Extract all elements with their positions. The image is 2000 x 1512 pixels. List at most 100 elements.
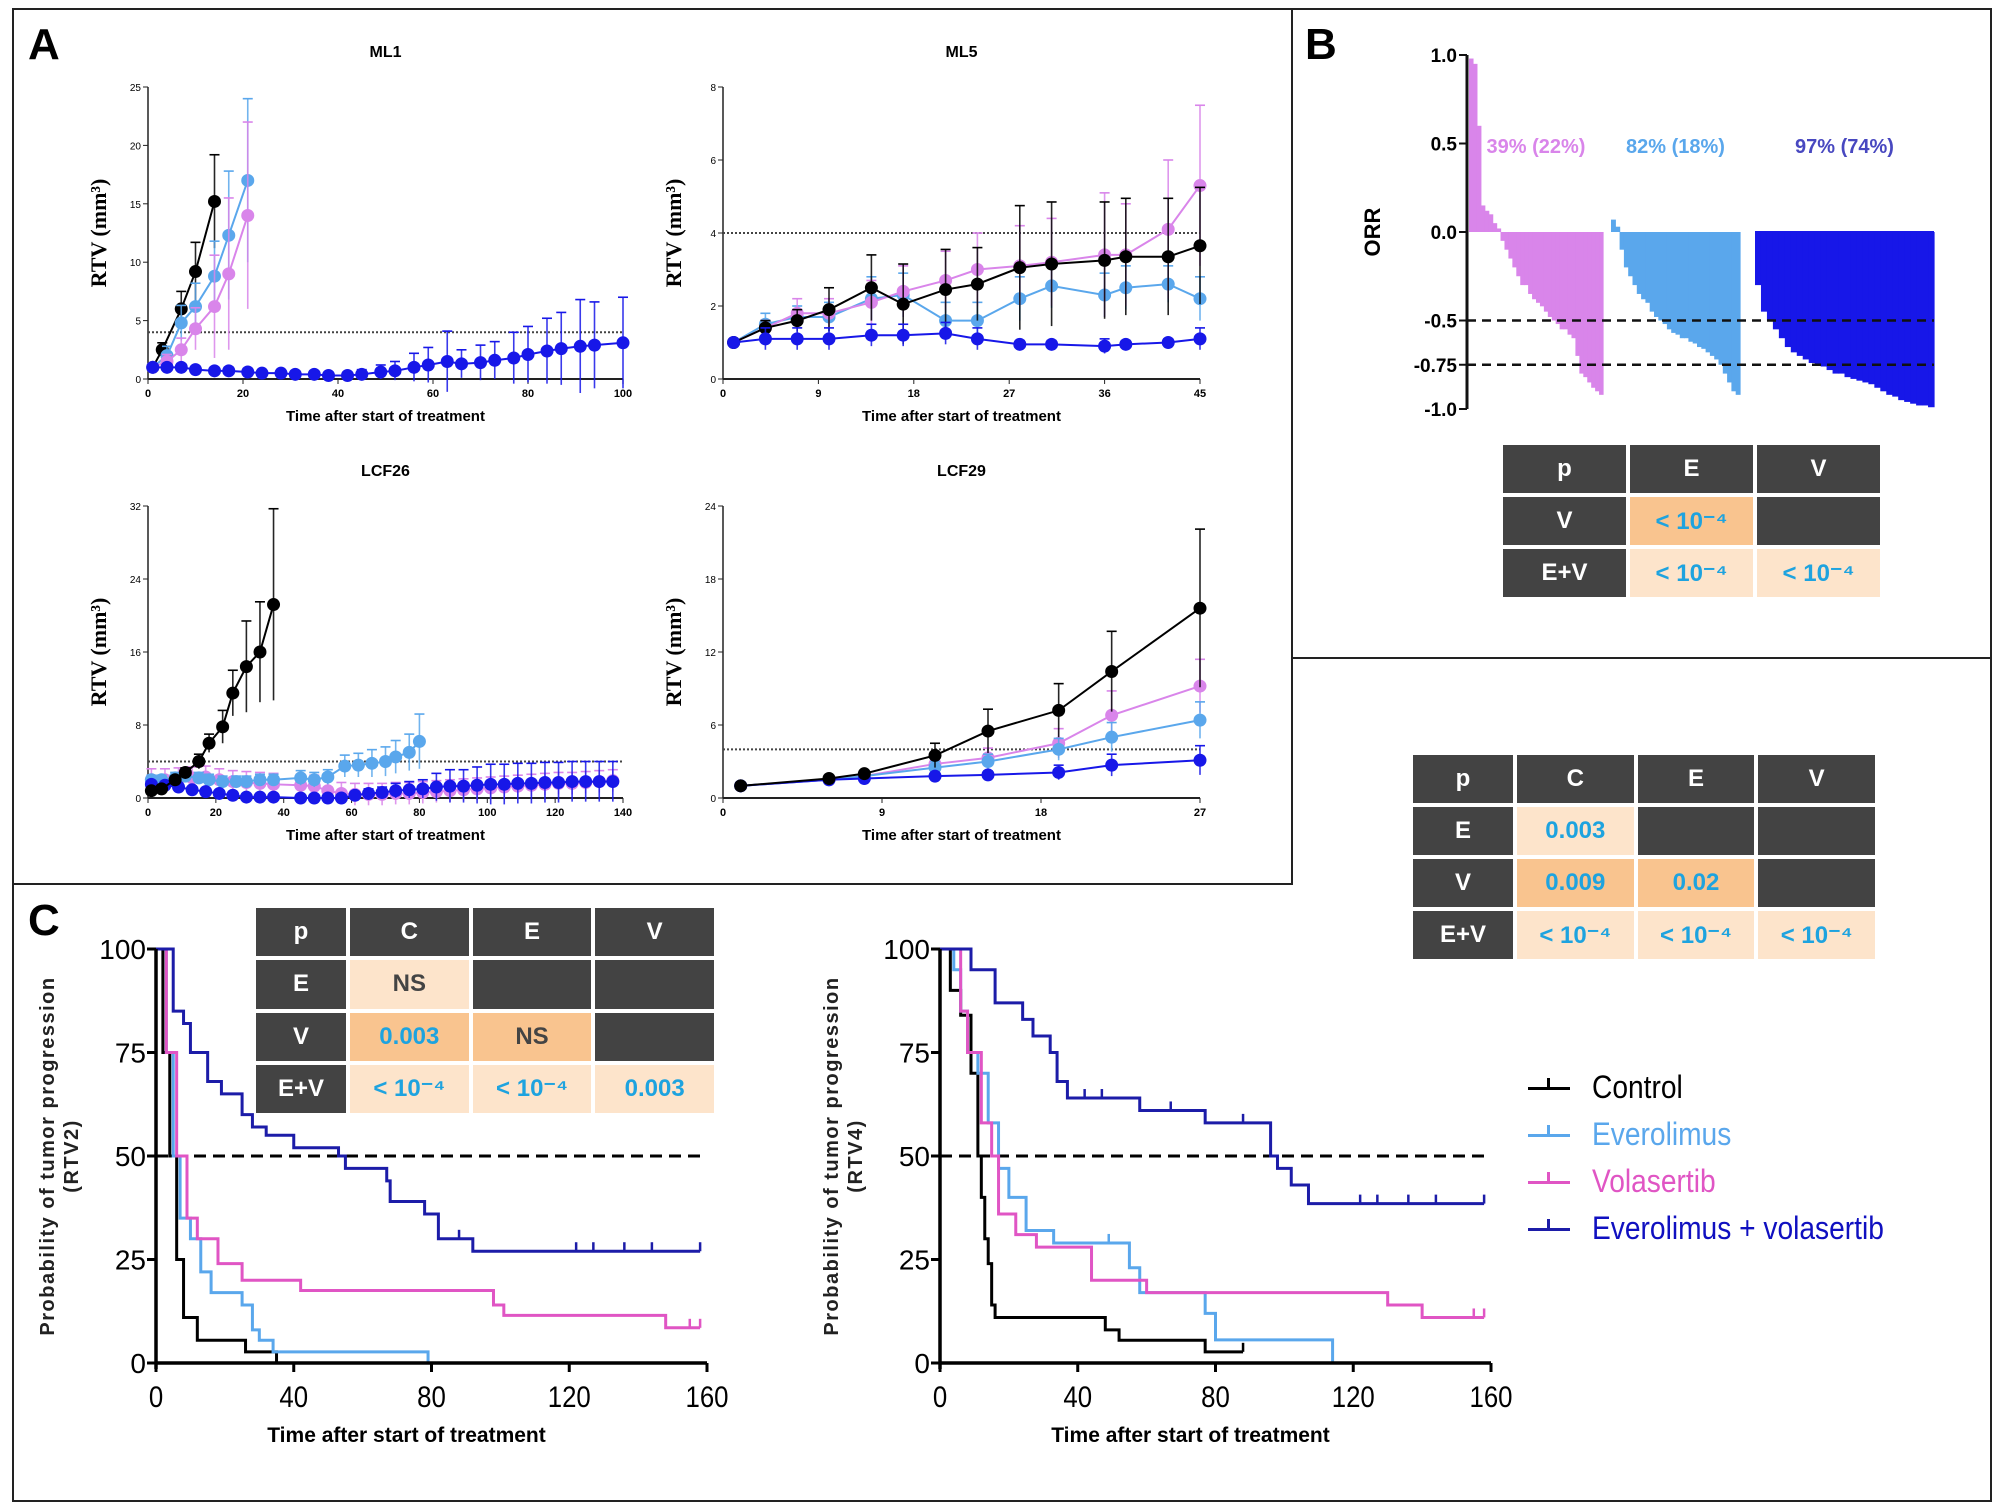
waterfall-bar	[1611, 219, 1616, 232]
y-tick-label: -0.75	[1414, 356, 1458, 377]
waterfall-bar	[1684, 232, 1689, 339]
y-axis-sublabel: (RTV2)	[61, 1119, 83, 1192]
data-point	[1119, 337, 1133, 351]
waterfall-bar	[1727, 232, 1732, 383]
y-tick-label: 15	[130, 200, 142, 211]
y-tick-label: 8	[135, 721, 141, 732]
y-axis-label: RTV (mm³)	[661, 598, 686, 707]
legend-swatch-combo	[1528, 1218, 1570, 1239]
y-tick-label: 0	[130, 1348, 146, 1379]
data-point	[790, 332, 804, 346]
data-point	[429, 780, 443, 794]
waterfall-bar	[1480, 205, 1486, 232]
panel-a-divider-bottom	[12, 883, 1293, 885]
series-line	[740, 685, 1201, 787]
empty-cell	[1757, 497, 1880, 545]
data-point	[573, 339, 587, 353]
y-tick-label: 0	[135, 375, 141, 386]
data-point	[1052, 703, 1066, 717]
data-point	[455, 357, 468, 371]
x-tick-label: 0	[149, 1380, 163, 1413]
data-point	[822, 772, 836, 786]
y-tick-label: 25	[899, 1245, 930, 1276]
data-point	[321, 791, 335, 805]
waterfall-bar	[1559, 232, 1565, 330]
data-point	[1105, 758, 1119, 772]
y-tick-label: 25	[130, 83, 142, 94]
waterfall-bar	[1579, 232, 1584, 374]
data-point	[1013, 337, 1027, 351]
p-value-cell: < 10⁻⁴	[350, 1064, 469, 1113]
x-tick-label: 0	[720, 388, 726, 400]
survival-curve	[940, 947, 1485, 1319]
y-tick-label: 100	[99, 934, 146, 965]
table-header-cell: V	[1757, 445, 1880, 493]
data-point	[212, 786, 226, 800]
x-tick-label: 160	[685, 1380, 728, 1413]
legend-item-control: Control	[1528, 1064, 1924, 1111]
waterfall-bar	[1722, 232, 1728, 374]
chart-title: LCF26	[361, 463, 410, 480]
panel-label-a: A	[28, 20, 60, 69]
data-point	[565, 775, 579, 789]
legend-label: Everolimus	[1592, 1116, 1732, 1152]
data-point	[389, 784, 403, 798]
data-point	[421, 358, 435, 372]
waterfall-bar	[1532, 232, 1537, 300]
x-tick-label: 120	[1332, 1380, 1375, 1413]
x-tick-label: 40	[1063, 1380, 1092, 1413]
waterfall-bar	[1591, 232, 1596, 388]
data-point	[288, 367, 302, 381]
data-point	[1193, 753, 1207, 767]
series-combo_a	[146, 296, 630, 394]
data-point	[592, 775, 606, 789]
y-tick-label: 50	[115, 1141, 146, 1172]
y-tick-label: 100	[883, 934, 930, 965]
y-tick-label: 25	[115, 1245, 146, 1276]
x-tick-label: 18	[1035, 807, 1047, 819]
y-tick-label: 0.0	[1431, 223, 1457, 244]
data-point	[1052, 765, 1066, 779]
p-value-cell: 0.02	[1637, 859, 1755, 907]
y-tick-label: 0	[914, 1348, 930, 1379]
chart-title: ML5	[946, 44, 978, 61]
data-point	[981, 724, 995, 738]
waterfall-bar	[1666, 232, 1672, 330]
data-point	[178, 765, 192, 779]
data-point	[554, 342, 568, 356]
waterfall-bar	[1880, 232, 1887, 392]
waterfall-bar	[1916, 232, 1923, 406]
data-point	[538, 775, 552, 789]
data-point	[1105, 708, 1119, 722]
panel-label-c: C	[28, 896, 60, 945]
y-tick-label: -0.5	[1424, 312, 1457, 333]
data-point	[294, 791, 308, 805]
data-point	[192, 755, 206, 768]
waterfall-bar	[1850, 232, 1858, 379]
data-point	[241, 208, 255, 222]
data-point	[727, 336, 741, 349]
waterfall-bar	[1892, 232, 1899, 397]
waterfall-bar	[1826, 232, 1834, 371]
y-tick-label: 10	[130, 258, 142, 269]
data-point	[407, 360, 421, 374]
waterfall-bar	[1658, 232, 1664, 321]
y-axis-label: RTV (mm³)	[661, 179, 686, 288]
data-point	[606, 775, 620, 789]
x-tick-label: 100	[614, 388, 632, 400]
y-tick-label: 20	[130, 141, 142, 152]
waterfall-bar	[1922, 232, 1929, 406]
data-point	[1098, 253, 1112, 267]
rtv-chart-lcf29: 0 9 18 27 0 6 12 18 24 LCF29 Time after start of t…	[661, 463, 1207, 844]
data-point	[758, 332, 772, 346]
data-point	[202, 773, 216, 787]
waterfall-bar	[1862, 232, 1869, 383]
data-point	[267, 773, 281, 787]
data-point	[229, 775, 243, 789]
y-tick-label: 50	[899, 1141, 930, 1172]
waterfall-bar	[1543, 232, 1549, 312]
series-control	[144, 507, 281, 798]
y-axis-label: RTV (mm³)	[86, 598, 111, 707]
data-point	[1045, 257, 1059, 271]
data-point	[239, 775, 253, 789]
